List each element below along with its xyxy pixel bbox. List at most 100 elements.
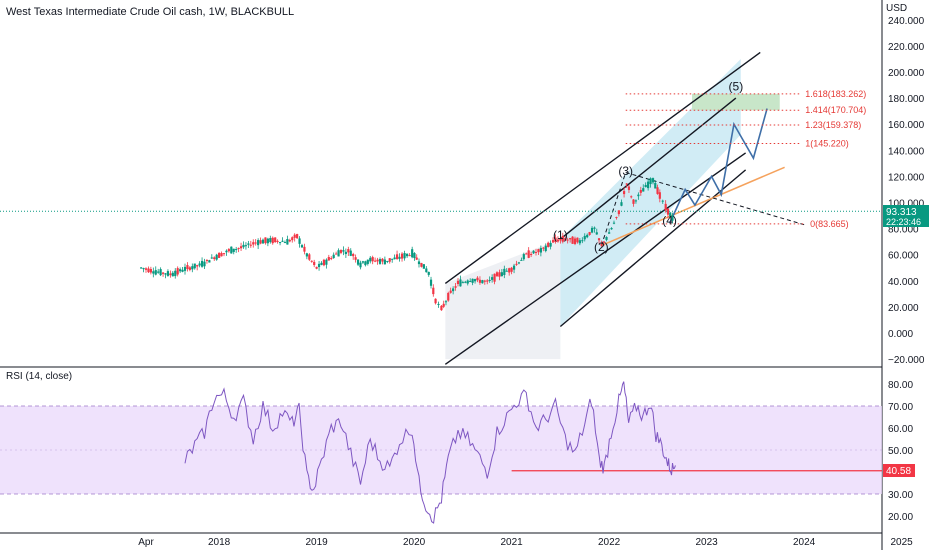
candle-body: [442, 303, 445, 307]
candle-body: [332, 254, 335, 259]
candle-body: [612, 222, 616, 224]
candle-body: [354, 257, 357, 260]
channel-mid-upper: [559, 97, 737, 240]
candle-body: [166, 271, 170, 276]
candle-body: [432, 287, 435, 295]
candle-body: [642, 188, 645, 192]
candle-body: [661, 200, 664, 202]
rsi-line: [184, 381, 676, 524]
candle-body: [656, 187, 659, 194]
candle-body: [349, 250, 352, 256]
candle-body: [205, 259, 209, 261]
candle-body: [154, 270, 157, 275]
last-price-value: 93.313: [886, 207, 917, 218]
candle-body: [274, 237, 277, 243]
candle-body: [411, 249, 414, 258]
candle-body: [478, 279, 482, 283]
candle-body: [434, 298, 437, 304]
candle-body: [471, 278, 474, 283]
candle-body: [644, 184, 647, 188]
price-tick-label: 140.000: [888, 146, 925, 157]
candle-body: [461, 282, 464, 284]
candle-body: [669, 212, 672, 217]
rsi-current-tag: 40.58: [883, 464, 915, 477]
candle-body: [288, 240, 291, 242]
candle-body: [242, 244, 245, 248]
candle-body: [481, 280, 484, 284]
candle-body: [447, 292, 450, 301]
candle-body: [544, 245, 547, 252]
time-tick-label: 2018: [208, 537, 231, 548]
candle-body: [615, 217, 618, 219]
time-axis[interactable]: Apr 2018 2019 2020 2021 2022 2023 2024 2025: [138, 537, 913, 548]
rsi-tick-label: 20.00: [888, 512, 913, 523]
candle-body: [647, 181, 650, 189]
candle-body: [498, 272, 501, 277]
candle-body: [196, 265, 199, 267]
candle-body: [225, 250, 228, 253]
candle-body: [171, 272, 174, 277]
rsi-pane[interactable]: [0, 381, 882, 524]
rsi-title: RSI (14, close): [6, 371, 72, 382]
candle-body: [356, 259, 360, 265]
candle-body: [317, 263, 321, 268]
candle-body: [227, 249, 230, 252]
candle-body: [469, 280, 472, 282]
candle-body: [671, 215, 674, 221]
candle-body: [476, 277, 479, 281]
candle-body: [249, 244, 252, 246]
channel-mid-lower: [559, 169, 747, 328]
candle-body: [425, 268, 428, 273]
candle-body: [344, 251, 347, 255]
candle-body: [456, 280, 460, 285]
fib-level-label: 1(145.220): [805, 138, 849, 148]
candle-body: [298, 238, 301, 244]
candle-body: [303, 246, 306, 252]
candle-body: [149, 269, 152, 273]
candle-body: [266, 238, 269, 244]
candle-body: [186, 265, 189, 269]
candle-body: [537, 249, 540, 253]
candle-body: [617, 210, 620, 215]
candle-body: [554, 237, 557, 243]
candle-body: [515, 263, 518, 265]
channel-upper-line: [444, 51, 761, 284]
candle-body: [551, 239, 555, 243]
price-axis[interactable]: 240.000 220.000 200.000 180.000 160.000 140.0…: [888, 16, 925, 366]
wave-label: (2): [594, 240, 609, 254]
candle-body: [361, 261, 365, 263]
candle-body: [144, 268, 148, 270]
candle-body: [335, 253, 338, 255]
candle-body: [322, 259, 326, 266]
candle-body: [169, 273, 172, 276]
candle-body: [157, 271, 160, 273]
candle-body: [610, 228, 613, 230]
wave-labels: (1) (2) (3) (4) (5): [553, 79, 743, 254]
candle-body: [651, 178, 655, 183]
candle-body: [459, 279, 462, 287]
target-zone: [692, 93, 780, 111]
candle-body: [215, 254, 218, 260]
candle-body: [608, 232, 611, 234]
candle-body: [413, 253, 416, 259]
price-tick-label: 160.000: [888, 120, 925, 131]
wave-label: (4): [662, 214, 677, 228]
candle-body: [213, 257, 216, 260]
candle-body: [464, 281, 467, 283]
rsi-tick-label: 30.00: [888, 490, 913, 501]
candle-body: [395, 254, 399, 259]
candle-body: [417, 261, 421, 265]
candle-body: [488, 279, 491, 281]
last-price-tag: 93.313 22:23:46: [883, 205, 929, 227]
candle-body: [232, 248, 235, 252]
candle-body: [581, 240, 584, 242]
candle-body: [374, 260, 377, 262]
candle-body: [286, 239, 289, 245]
candle-body: [637, 194, 640, 197]
candle-body: [466, 280, 469, 284]
price-pane[interactable]: 1.618(183.262) 1.414(170.704) 1.23(159.378…: [0, 51, 882, 365]
candle-body: [359, 262, 362, 268]
candle-body: [534, 252, 538, 254]
